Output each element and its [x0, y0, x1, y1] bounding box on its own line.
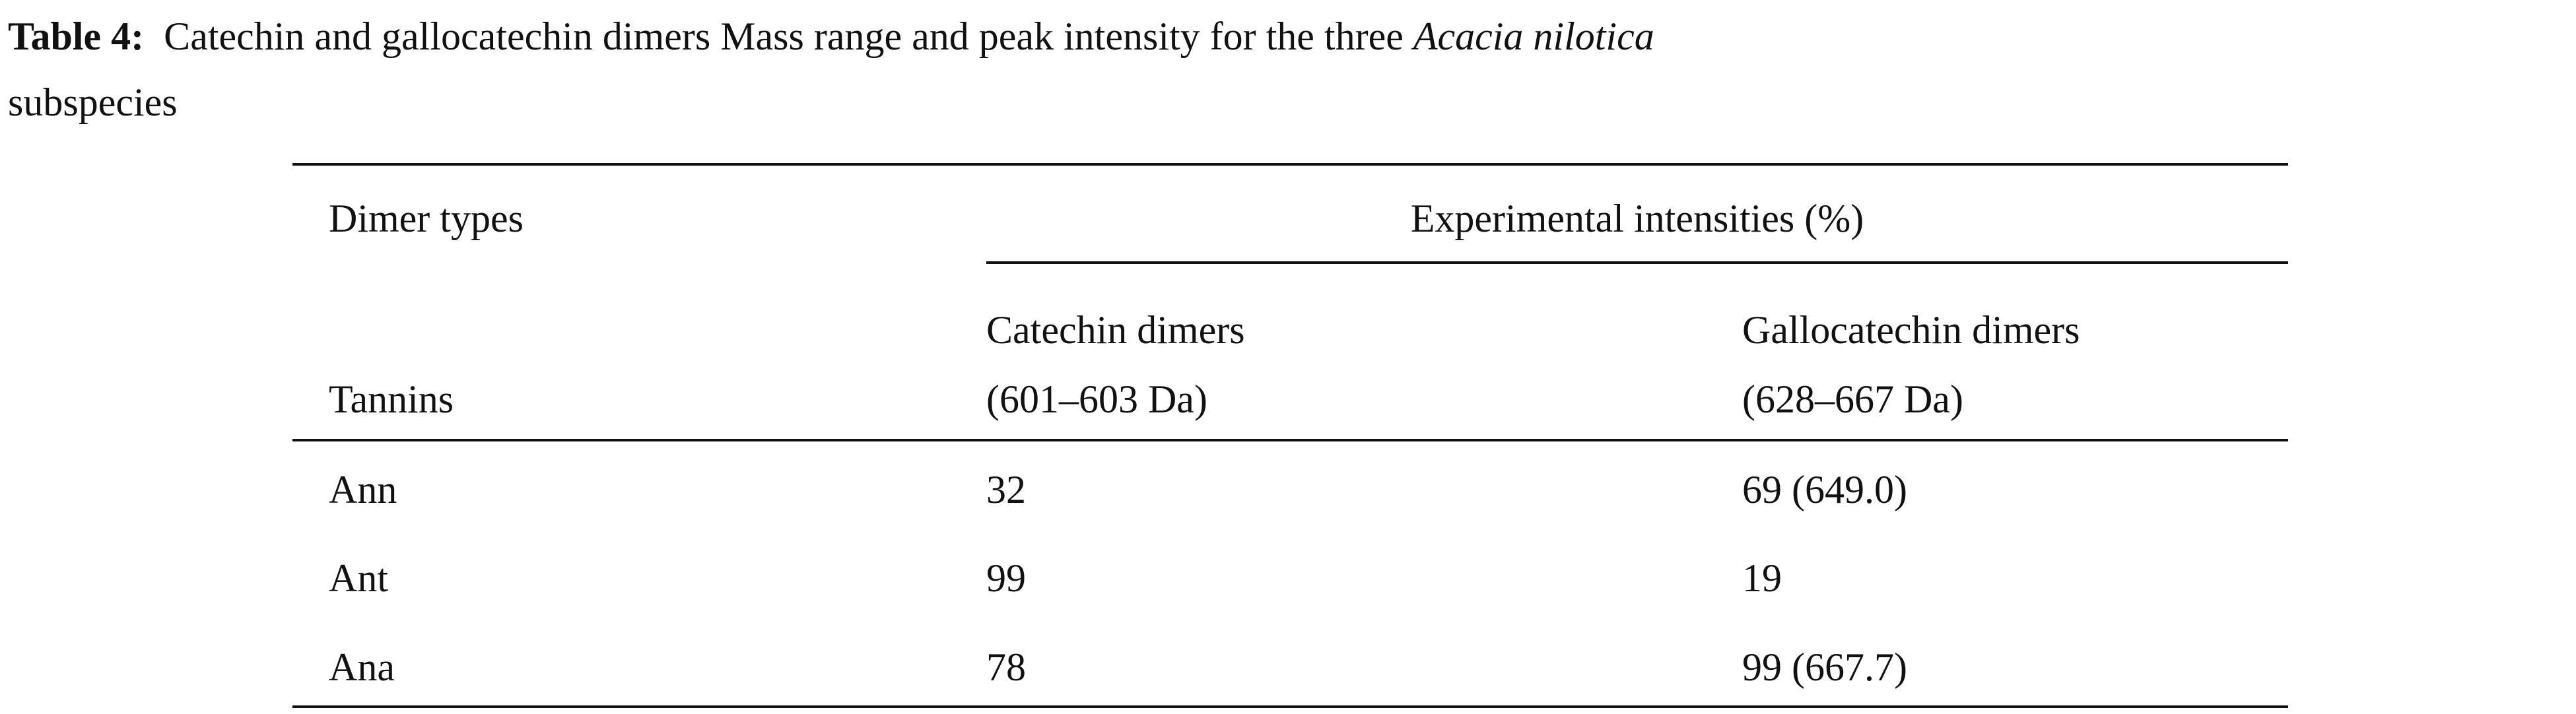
caption-text: Catechin and gallocatechin dimers Mass r…	[164, 15, 1404, 58]
column-header: (601–603 Da)	[986, 377, 1207, 421]
bottom-rule	[292, 705, 2288, 708]
caption-end: subspecies	[8, 81, 178, 124]
cell: 69 (649.0)	[1742, 468, 1907, 511]
cell: 32	[986, 468, 1026, 511]
row-label: Ana	[329, 645, 395, 689]
group-header: Experimental intensities (%)	[1410, 197, 1864, 240]
cell: 78	[986, 645, 1026, 689]
row-label-header: Dimer types	[329, 197, 524, 240]
caption-italic: Acacia nilotica	[1413, 15, 1654, 58]
column-label-header: Tannins	[329, 377, 454, 421]
row-label: Ant	[329, 556, 388, 600]
top-rule	[292, 163, 2288, 166]
cell: 99	[986, 556, 1026, 600]
caption-label: Table 4:	[8, 15, 145, 58]
group-rule	[986, 261, 2288, 264]
cell: 19	[1742, 556, 1782, 600]
row-label: Ann	[329, 468, 397, 511]
column-header: Gallocatechin dimers	[1742, 308, 2080, 352]
header-rule	[292, 439, 2288, 441]
column-header: Catechin dimers	[986, 308, 1245, 352]
column-header: (628–667 Da)	[1742, 377, 1963, 421]
caption: Table 4: Catechin and gallocatechin dime…	[8, 16, 1654, 56]
cell: 99 (667.7)	[1742, 645, 1907, 689]
